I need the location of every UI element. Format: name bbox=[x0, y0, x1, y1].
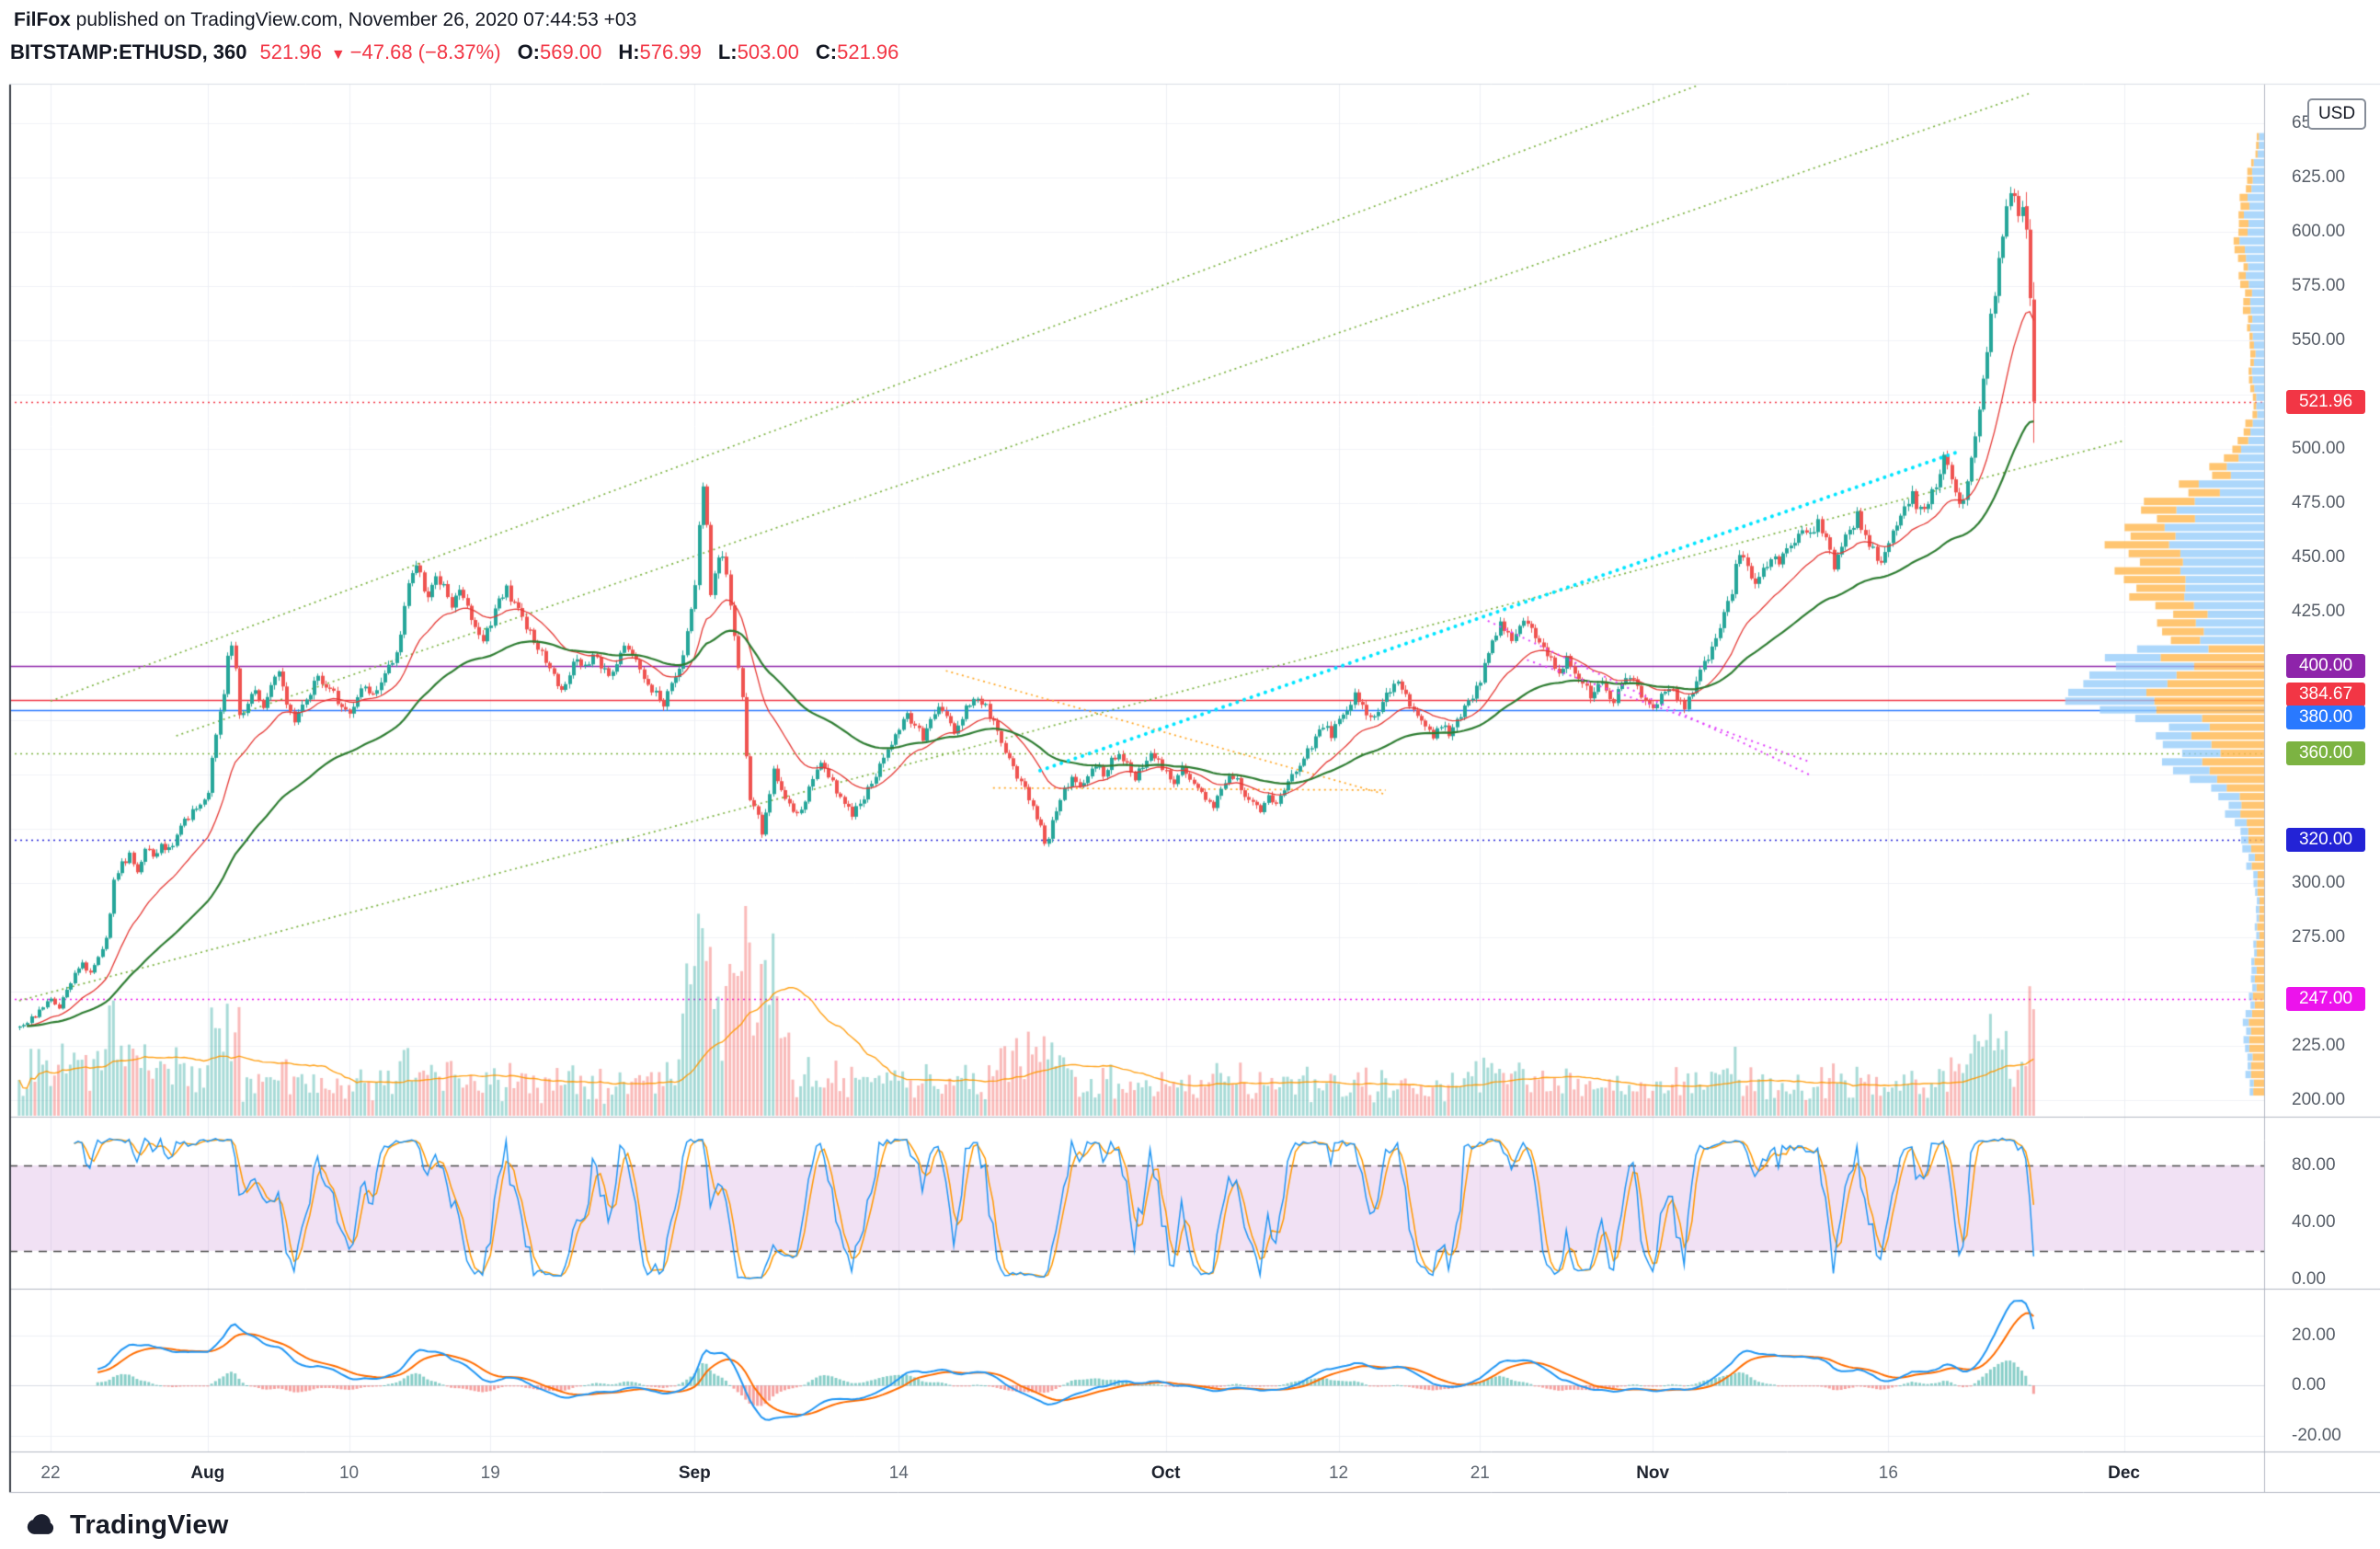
author-name: FilFox bbox=[14, 9, 71, 30]
currency-unit-button[interactable]: USD bbox=[2307, 98, 2366, 130]
tradingview-logo[interactable]: TradingView bbox=[18, 1510, 229, 1541]
price-scale[interactable] bbox=[2264, 85, 2380, 1492]
low-value: L:503.00 bbox=[717, 40, 799, 63]
high-value: H:576.99 bbox=[618, 40, 702, 63]
open-value: O:569.00 bbox=[517, 40, 602, 63]
symbol-title: BITSTAMP:ETHUSD, 360 bbox=[10, 40, 247, 63]
byline-text: published on TradingView.com, November 2… bbox=[70, 9, 637, 30]
publish-byline: FilFox published on TradingView.com, Nov… bbox=[14, 9, 636, 31]
time-scale[interactable] bbox=[9, 1451, 2264, 1492]
close-value: C:521.96 bbox=[815, 40, 899, 63]
price-change: −47.68 (−8.37%) bbox=[349, 40, 501, 63]
last-price: 521.96 bbox=[259, 40, 322, 63]
symbol-info-bar: BITSTAMP:ETHUSD, 360 521.96 ▼ −47.68 (−8… bbox=[10, 40, 898, 64]
down-arrow-icon: ▼ bbox=[330, 47, 346, 63]
cloud-logo-icon bbox=[27, 1514, 54, 1534]
brand-name: TradingView bbox=[70, 1510, 229, 1540]
